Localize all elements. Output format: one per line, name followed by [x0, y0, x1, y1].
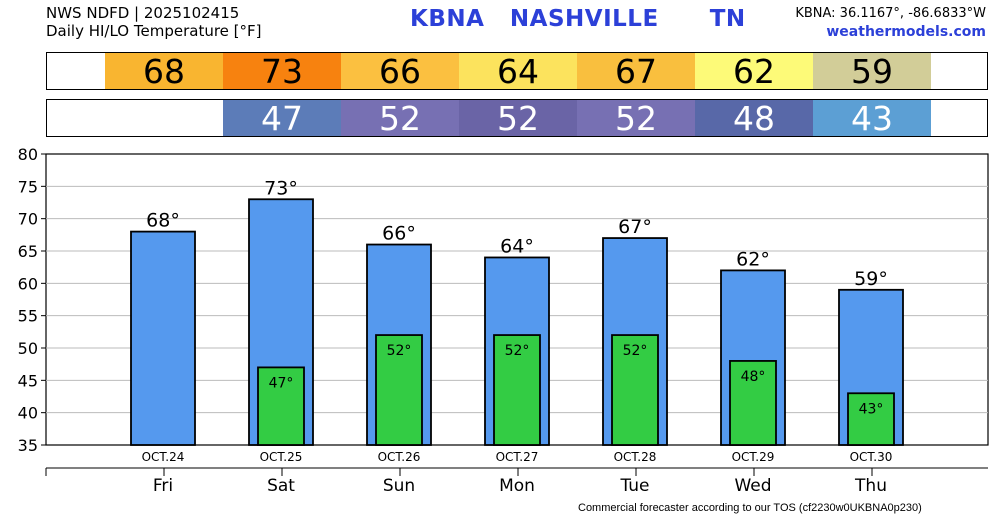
- product-label: Daily HI/LO Temperature [°F]: [46, 22, 262, 40]
- high-temp-cell: 64: [459, 53, 577, 90]
- date-label: OCT.26: [378, 450, 421, 464]
- high-temp-cell: 67: [577, 53, 695, 90]
- footer-note: Commercial forecaster according to our T…: [578, 502, 922, 514]
- high-temp-label: 66°: [382, 223, 416, 245]
- station-title: KBNA NASHVILLE TN: [410, 6, 746, 32]
- high-temp-cell: 62: [695, 53, 813, 90]
- low-temp-bar: [847, 392, 895, 446]
- low-temp-bar: [729, 360, 777, 446]
- y-tick-label: 60: [18, 274, 38, 293]
- y-tick-label: 35: [18, 436, 38, 455]
- y-tick-label: 70: [18, 210, 38, 229]
- high-temperature-strip: 68 73 66 64 67 62 59: [46, 52, 988, 90]
- date-label: OCT.24: [142, 450, 185, 464]
- date-label: OCT.28: [614, 450, 657, 464]
- run-label: NWS NDFD | 2025102415: [46, 4, 240, 22]
- day-label: Sun: [383, 476, 415, 496]
- date-label: OCT.29: [732, 450, 775, 464]
- low-temp-cell: 43: [813, 100, 931, 137]
- header-right: KBNA: 36.1167°, -86.6833°W weathermodels…: [795, 5, 986, 41]
- low-temp-bar: [611, 334, 659, 446]
- high-temp-label: 59°: [854, 268, 888, 290]
- station-coordinates: KBNA: 36.1167°, -86.6833°W: [795, 6, 986, 21]
- low-temperature-strip: 47 52 52 52 48 43: [46, 99, 988, 137]
- y-tick-label: 65: [18, 242, 38, 261]
- low-temp-cell: 47: [223, 100, 341, 137]
- low-temp-cell: 48: [695, 100, 813, 137]
- high-temp-cell: 73: [223, 53, 341, 90]
- date-label: OCT.30: [850, 450, 893, 464]
- y-tick-label: 40: [18, 404, 38, 423]
- high-temp-label: 67°: [618, 216, 652, 238]
- high-temp-cell: 59: [813, 53, 931, 90]
- high-temp-label: 64°: [500, 235, 534, 257]
- low-temp-label: 43°: [859, 401, 884, 417]
- day-label: Sat: [267, 476, 295, 496]
- day-label: Thu: [854, 476, 887, 496]
- low-temp-label: 52°: [505, 343, 530, 359]
- low-temp-cell: 52: [341, 100, 459, 137]
- high-temp-cell: 68: [105, 53, 223, 90]
- y-tick-label: 75: [18, 177, 38, 196]
- low-temp-label: 52°: [623, 343, 648, 359]
- day-label: Wed: [734, 476, 771, 496]
- date-label: OCT.25: [260, 450, 303, 464]
- low-temp-bar: [493, 334, 541, 446]
- high-temp-label: 62°: [736, 248, 770, 270]
- date-label: OCT.27: [496, 450, 539, 464]
- low-temp-label: 48°: [741, 369, 766, 385]
- y-tick-label: 80: [18, 145, 38, 164]
- low-temp-bar: [257, 366, 305, 446]
- day-label: Fri: [153, 476, 173, 496]
- high-temp-bar: [130, 230, 196, 446]
- low-temp-bar: [375, 334, 423, 446]
- header-info: NWS NDFD | 2025102415 Daily HI/LO Temper…: [46, 4, 262, 40]
- low-temp-cell: [105, 100, 223, 136]
- low-temp-cell: 52: [577, 100, 695, 137]
- site-link[interactable]: weathermodels.com: [826, 24, 986, 40]
- day-label: Tue: [619, 476, 649, 496]
- high-temp-label: 68°: [146, 210, 180, 232]
- y-tick-label: 55: [18, 307, 38, 326]
- high-temp-cell: 66: [341, 53, 459, 90]
- low-temp-label: 52°: [387, 343, 412, 359]
- y-tick-label: 50: [18, 339, 38, 358]
- low-temp-cell: 52: [459, 100, 577, 137]
- high-temp-label: 73°: [264, 177, 298, 199]
- day-label: Mon: [499, 476, 535, 496]
- low-temp-label: 47°: [269, 375, 294, 391]
- y-tick-label: 45: [18, 371, 38, 390]
